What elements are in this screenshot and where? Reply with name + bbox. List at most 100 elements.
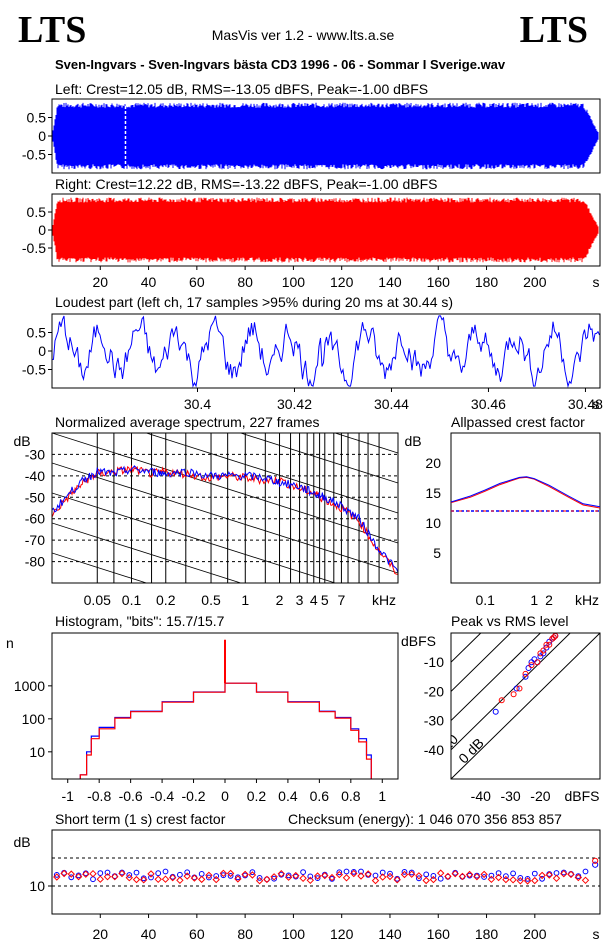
crest-point-left xyxy=(155,870,162,877)
crest-point-left xyxy=(133,869,140,876)
crest-point-right xyxy=(168,873,177,882)
xtick-label: 1 xyxy=(530,592,538,608)
slope-line xyxy=(52,522,243,583)
diagonal-line xyxy=(451,633,600,779)
crest-point-left xyxy=(408,869,415,876)
peak-rms-xlabel: dBFS xyxy=(564,788,599,804)
crest-point-right xyxy=(176,876,184,885)
crest-point-right xyxy=(132,875,141,884)
crest-point-right xyxy=(357,872,365,880)
logo-right: LTS xyxy=(519,9,588,51)
crest-point-right xyxy=(60,869,68,878)
crest-point-left xyxy=(126,872,133,878)
xtick-unit: kHz xyxy=(372,592,396,608)
slope-line xyxy=(52,433,398,544)
crest-outlier xyxy=(592,857,599,864)
crest-point-left xyxy=(517,875,524,881)
xtick-label: 200 xyxy=(523,274,547,290)
peak-rms-point-right xyxy=(543,641,550,648)
ytick-label: 0.5 xyxy=(27,204,47,220)
crest-point-right xyxy=(371,876,380,885)
ytick-label: 0 xyxy=(38,222,46,238)
crest-point-right xyxy=(96,875,105,883)
xtick-label: 60 xyxy=(189,274,205,290)
xtick-label: 0.2 xyxy=(156,592,176,608)
xtick-label: 80 xyxy=(237,926,253,942)
crest-point-left xyxy=(206,874,212,881)
crest-point-right xyxy=(560,869,568,878)
crest-point-left xyxy=(358,868,364,875)
peak-rms-point-right xyxy=(510,691,517,698)
crest-point-right xyxy=(436,869,445,877)
crest-point-right xyxy=(552,874,561,883)
histogram-left xyxy=(79,682,372,779)
crest-point-left xyxy=(510,870,516,877)
crest-point-right xyxy=(103,872,112,881)
crest-point-right xyxy=(350,869,358,878)
crest-point-right xyxy=(111,872,119,881)
crest-point-left xyxy=(575,873,582,879)
crest-point-left xyxy=(401,869,408,875)
crest-point-left xyxy=(256,875,263,881)
xtick-unit: s xyxy=(593,926,600,942)
crest-point-right xyxy=(473,872,481,881)
xtick-label: 2 xyxy=(276,592,284,608)
crest-point-left xyxy=(177,871,183,878)
crest-point-left xyxy=(184,869,191,876)
ytick-label: 0 xyxy=(38,128,46,144)
spectrum-left xyxy=(52,465,398,573)
xtick-label: 0 xyxy=(221,788,229,804)
ytick-label: -0.5 xyxy=(22,147,46,163)
xtick-unit: s xyxy=(593,396,600,412)
crest-frame xyxy=(450,432,601,584)
xtick-label: 1 xyxy=(378,788,386,804)
crest-point-left xyxy=(300,869,307,875)
crest-point-left xyxy=(481,874,488,880)
crest-point-right xyxy=(407,870,416,878)
peak-rms-ylabel: dBFS xyxy=(401,633,436,649)
ytick-label: 0.5 xyxy=(27,325,47,341)
xtick-label: 1 xyxy=(241,592,249,608)
slope-line xyxy=(52,492,337,583)
crest-point-left xyxy=(220,872,227,879)
slope-line xyxy=(52,552,148,583)
crest-point-right xyxy=(292,871,300,880)
loudest-trace xyxy=(52,315,600,389)
crest-point-left xyxy=(343,868,350,875)
crest-point-left xyxy=(379,869,386,876)
crest-point-right xyxy=(538,871,546,880)
file-name: Sven-Ingvars - Sven-Ingvars bästa CD3 19… xyxy=(55,57,506,72)
spectrum-frame xyxy=(51,432,399,584)
crest-title: Allpassed crest factor xyxy=(451,414,585,430)
crest-point-right xyxy=(523,877,532,885)
xtick-label: -0.4 xyxy=(150,788,174,804)
peak-rms-point-right xyxy=(540,647,547,654)
crest-point-left xyxy=(97,870,104,876)
crest-point-left xyxy=(285,872,292,879)
crest-point-left xyxy=(227,873,234,879)
xtick-label: 40 xyxy=(141,274,157,290)
xtick-label: 0.2 xyxy=(247,788,267,804)
ytick-label: 10 xyxy=(29,878,45,894)
crest-point-right xyxy=(321,871,329,880)
crest-point-left xyxy=(437,875,444,882)
crest-point-right xyxy=(567,870,575,879)
crest-point-left xyxy=(416,875,422,882)
ytick-label: 10 xyxy=(425,515,441,531)
crest-point-right xyxy=(581,876,590,885)
crest-point-right xyxy=(125,873,134,882)
crest-point-right xyxy=(465,870,474,879)
crest-point-right xyxy=(400,870,409,879)
ytick-label: -80 xyxy=(25,554,45,570)
crest-point-right xyxy=(154,875,162,884)
xtick-label: 80 xyxy=(237,274,253,290)
crest-point-right xyxy=(53,873,61,881)
xtick-label: 20 xyxy=(92,274,108,290)
crest-point-left xyxy=(162,868,169,875)
crest-point-left xyxy=(249,869,256,876)
crest-point-left xyxy=(423,871,430,878)
left-waveform-title: Left: Crest=12.05 dB, RMS=-13.05 dBFS, P… xyxy=(55,81,429,97)
ytick-label: -30 xyxy=(25,446,45,462)
xtick-label: 0.5 xyxy=(201,592,221,608)
